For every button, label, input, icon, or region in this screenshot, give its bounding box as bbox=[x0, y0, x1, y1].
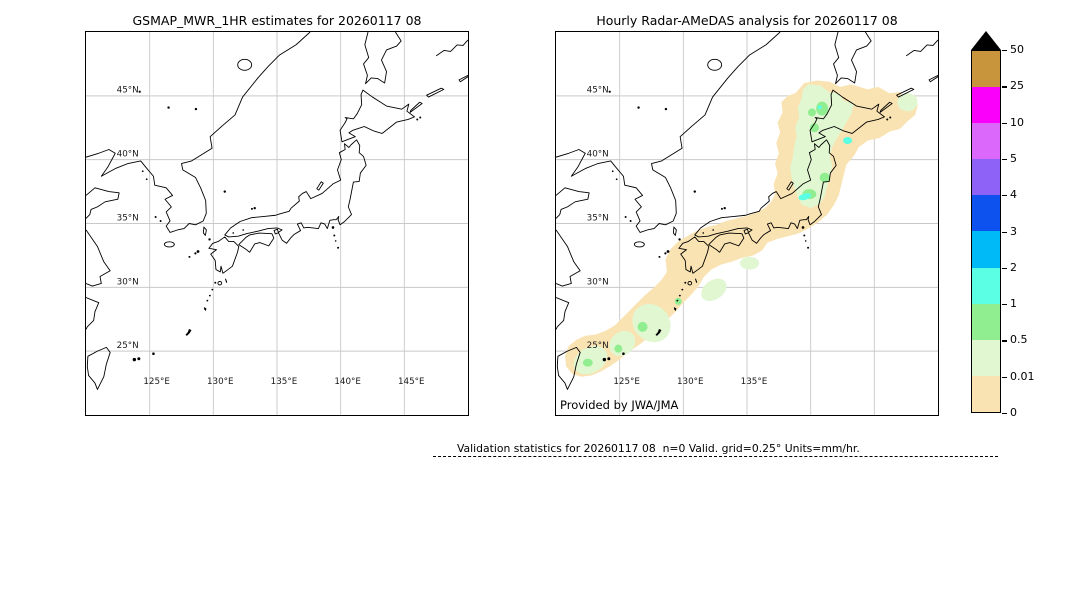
colorbar-tick-label: 0.01 bbox=[1010, 369, 1035, 383]
left-lat-labels: 45°N 40°N 35°N 30°N 25°N bbox=[117, 86, 139, 351]
colorbar-tick bbox=[1002, 50, 1007, 52]
lat-label: 30°N bbox=[587, 277, 609, 287]
right-panel-title: Hourly Radar-AMeDAS analysis for 2026011… bbox=[596, 13, 898, 28]
colorbar bbox=[971, 50, 1001, 413]
colorbar-tick bbox=[1002, 231, 1007, 233]
lat-label: 30°N bbox=[117, 277, 139, 287]
colorbar-tick bbox=[1002, 304, 1007, 306]
colorbar-tick-label: 25 bbox=[1010, 79, 1024, 93]
lat-label: 40°N bbox=[117, 150, 139, 160]
colorbar-tick bbox=[1002, 376, 1007, 378]
colorbar-tick-label: 1 bbox=[1010, 297, 1017, 311]
left-panel-title: GSMAP_MWR_1HR estimates for 20260117 08 bbox=[132, 13, 422, 28]
colorbar-segment bbox=[972, 51, 1000, 88]
colorbar-tick bbox=[1002, 195, 1007, 197]
colorbar-segment bbox=[972, 267, 1000, 304]
lat-label: 45°N bbox=[117, 86, 139, 96]
colorbar-tick-label: 2 bbox=[1010, 260, 1017, 274]
colorbar-segment bbox=[972, 303, 1000, 340]
colorbar-segment bbox=[972, 231, 1000, 268]
right-lat-labels: 45°N 40°N 35°N 30°N 25°N bbox=[587, 86, 609, 351]
colorbar-tick bbox=[1002, 340, 1007, 342]
colorbar-tick bbox=[1002, 267, 1007, 270]
colorbar-segment bbox=[972, 375, 1000, 412]
right-lon-labels: 125°E 130°E 135°E bbox=[613, 377, 767, 387]
colorbar-tick bbox=[1002, 158, 1007, 161]
colorbar-segment bbox=[972, 195, 1000, 232]
credit-text: Provided by JWA/JMA bbox=[560, 398, 679, 412]
lon-label: 130°E bbox=[207, 377, 234, 387]
lat-label: 35°N bbox=[117, 214, 139, 224]
lon-label: 130°E bbox=[677, 377, 704, 387]
validation-statistics-text: Validation statistics for 20260117 08 n=… bbox=[457, 442, 860, 455]
colorbar-tick-label: 0.5 bbox=[1010, 333, 1028, 347]
lon-label: 145°E bbox=[398, 377, 425, 387]
precip-light bbox=[573, 84, 918, 375]
colorbar-tick-label: 3 bbox=[1010, 224, 1017, 238]
colorbar-tick-label: 4 bbox=[1010, 188, 1017, 202]
lon-label: 140°E bbox=[334, 377, 361, 387]
colorbar-tick bbox=[1002, 122, 1007, 124]
lat-label: 35°N bbox=[587, 214, 609, 224]
left-map-panel: 45°N 40°N 35°N 30°N 25°N 125°E 130°E 135… bbox=[85, 31, 469, 416]
colorbar-segment bbox=[972, 123, 1000, 160]
colorbar-tick-label: 0 bbox=[1010, 406, 1017, 419]
lat-label: 40°N bbox=[587, 150, 609, 160]
right-map-svg: 45°N 40°N 35°N 30°N 25°N 125°E 130°E 135… bbox=[556, 32, 938, 415]
lat-label: 25°N bbox=[117, 341, 139, 351]
colorbar-segment bbox=[972, 339, 1000, 376]
lon-label: 135°E bbox=[271, 377, 298, 387]
colorbar-tick-label: 5 bbox=[1010, 151, 1017, 165]
lon-label: 125°E bbox=[143, 377, 170, 387]
precipitation-overlay bbox=[564, 80, 918, 377]
lat-label: 45°N bbox=[587, 86, 609, 96]
colorbar-tick bbox=[1002, 86, 1007, 88]
colorbar-tick-label: 10 bbox=[1010, 115, 1024, 129]
colorbar-tick bbox=[1002, 413, 1007, 415]
lat-label: 25°N bbox=[587, 341, 609, 351]
left-lon-labels: 125°E 130°E 135°E 140°E 145°E bbox=[143, 377, 424, 387]
left-map-svg: 45°N 40°N 35°N 30°N 25°N 125°E 130°E 135… bbox=[86, 32, 468, 415]
right-map-panel: 45°N 40°N 35°N 30°N 25°N 125°E 130°E 135… bbox=[555, 31, 939, 416]
lon-label: 125°E bbox=[613, 377, 640, 387]
colorbar-segment bbox=[972, 159, 1000, 196]
colorbar-segment bbox=[972, 87, 1000, 124]
dashed-separator bbox=[433, 456, 998, 457]
lon-label: 135°E bbox=[741, 377, 768, 387]
colorbar-tick-label: 50 bbox=[1010, 43, 1024, 56]
precip-heavier bbox=[798, 105, 853, 201]
colorbar-overflow-triangle bbox=[971, 31, 1001, 50]
